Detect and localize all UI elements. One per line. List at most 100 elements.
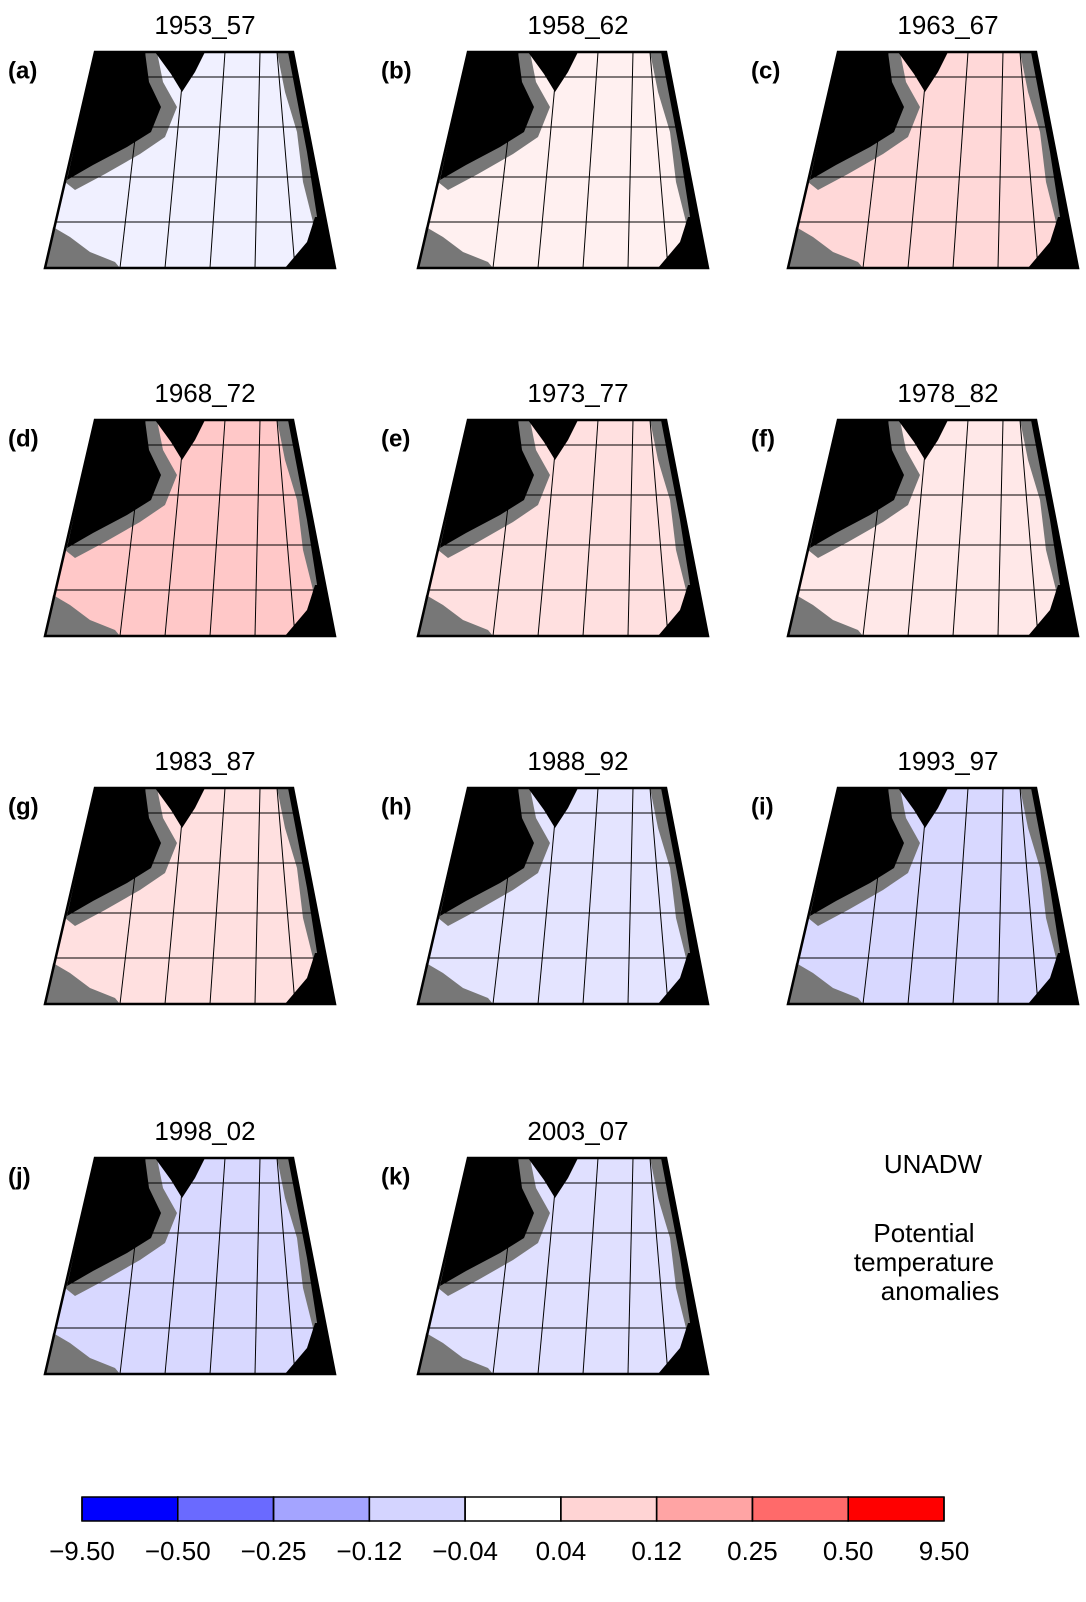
graticule bbox=[209, 51, 226, 269]
graticule bbox=[907, 787, 929, 1005]
panel-label: (b) bbox=[381, 57, 412, 84]
panel-label: (e) bbox=[381, 425, 410, 452]
colorbar-tick-label: 0.25 bbox=[727, 1536, 778, 1566]
map-frame bbox=[416, 50, 710, 270]
panel-title: 1963_67 bbox=[897, 10, 998, 40]
graticule bbox=[254, 51, 261, 269]
colorbar-bin bbox=[751, 1496, 849, 1522]
panel-title: 1993_97 bbox=[897, 746, 998, 776]
shelf bbox=[45, 227, 120, 268]
land bbox=[285, 953, 335, 1004]
shelf bbox=[45, 963, 120, 1004]
land bbox=[1028, 953, 1078, 1004]
annotation-line: temperature bbox=[854, 1247, 994, 1277]
annotation-title: UNADW bbox=[884, 1149, 983, 1179]
land bbox=[528, 788, 578, 828]
annotation-line: Potential bbox=[873, 1218, 974, 1248]
land bbox=[67, 1158, 161, 1286]
colorbar-bin bbox=[847, 1496, 945, 1522]
land bbox=[440, 52, 534, 180]
land bbox=[658, 1323, 708, 1374]
graticule bbox=[862, 787, 889, 1005]
graticule bbox=[907, 51, 929, 269]
graticule bbox=[276, 51, 296, 269]
graticule bbox=[649, 419, 669, 637]
graticule bbox=[649, 787, 669, 1005]
map-frame bbox=[416, 1156, 710, 1376]
land bbox=[658, 953, 708, 1004]
panel-title: 1953_57 bbox=[154, 10, 255, 40]
land bbox=[155, 52, 205, 92]
graticule bbox=[254, 1157, 261, 1375]
colorbar-tick-label: −9.50 bbox=[49, 1536, 115, 1566]
colorbar-tick-label: 0.04 bbox=[536, 1536, 587, 1566]
shelf bbox=[788, 595, 863, 636]
land bbox=[898, 420, 948, 460]
panel-label: (h) bbox=[381, 793, 412, 820]
graticule bbox=[537, 419, 559, 637]
graticule bbox=[209, 419, 226, 637]
graticule bbox=[276, 419, 296, 637]
shelf bbox=[45, 1333, 120, 1374]
colorbar-bin bbox=[272, 1496, 371, 1522]
panel-title: 1958_62 bbox=[527, 10, 628, 40]
land bbox=[898, 52, 948, 92]
land bbox=[528, 52, 578, 92]
graticule bbox=[582, 419, 599, 637]
shelf bbox=[788, 227, 863, 268]
land bbox=[440, 1158, 534, 1286]
map-frame bbox=[416, 418, 710, 638]
graticule bbox=[649, 51, 669, 269]
land bbox=[898, 788, 948, 828]
graticule bbox=[952, 419, 969, 637]
colorbar-tick-label: 9.50 bbox=[919, 1536, 970, 1566]
panel-label: (f) bbox=[751, 425, 775, 452]
graticule bbox=[537, 1157, 559, 1375]
map bbox=[786, 50, 1080, 270]
graticule bbox=[119, 51, 146, 269]
panel-title: 1983_87 bbox=[154, 746, 255, 776]
colorbar-bin bbox=[81, 1496, 179, 1522]
shelf bbox=[418, 227, 493, 268]
graticule bbox=[209, 787, 226, 1005]
panel-title: 1988_92 bbox=[527, 746, 628, 776]
graticule bbox=[164, 51, 186, 269]
graticule bbox=[627, 51, 634, 269]
colorbar-bin bbox=[655, 1496, 754, 1522]
land bbox=[658, 217, 708, 268]
land bbox=[155, 420, 205, 460]
land bbox=[1028, 217, 1078, 268]
map bbox=[43, 418, 337, 638]
colorbar-bin bbox=[464, 1496, 562, 1522]
graticule bbox=[254, 787, 261, 1005]
graticule bbox=[492, 1157, 519, 1375]
graticule bbox=[952, 51, 969, 269]
graticule bbox=[862, 419, 889, 637]
map-frame bbox=[416, 786, 710, 1006]
land bbox=[528, 420, 578, 460]
panel-title: 1978_82 bbox=[897, 378, 998, 408]
land bbox=[67, 788, 161, 916]
land bbox=[440, 788, 534, 916]
graticule bbox=[119, 787, 146, 1005]
map bbox=[786, 418, 1080, 638]
land bbox=[1028, 585, 1078, 636]
graticule bbox=[164, 419, 186, 637]
panel-label: (c) bbox=[751, 57, 780, 84]
colorbar-tick-label: −0.12 bbox=[336, 1536, 402, 1566]
land bbox=[67, 52, 161, 180]
colorbar-tick-label: −0.50 bbox=[145, 1536, 211, 1566]
map bbox=[43, 786, 337, 1006]
map-frame bbox=[786, 50, 1080, 270]
land bbox=[810, 52, 904, 180]
panel-label: (g) bbox=[8, 793, 39, 820]
panel-label: (a) bbox=[8, 57, 37, 84]
map bbox=[43, 1156, 337, 1376]
graticule bbox=[627, 419, 634, 637]
colorbar-tick-label: −0.25 bbox=[241, 1536, 307, 1566]
graticule bbox=[276, 787, 296, 1005]
graticule bbox=[952, 787, 969, 1005]
land bbox=[810, 788, 904, 916]
shelf bbox=[418, 595, 493, 636]
land bbox=[285, 217, 335, 268]
